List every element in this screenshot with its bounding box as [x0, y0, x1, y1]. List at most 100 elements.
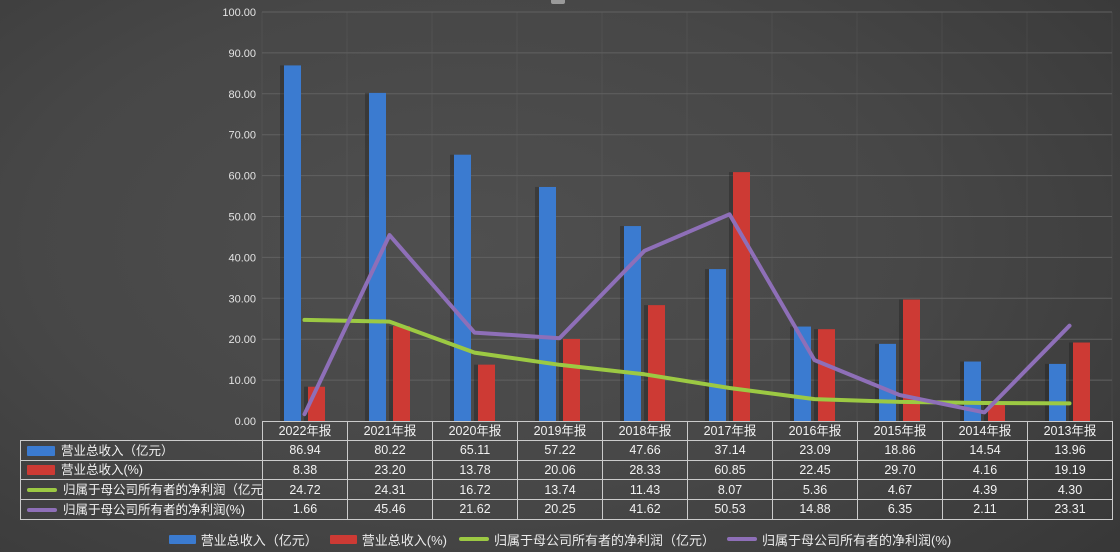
value-cell: 60.85 — [687, 459, 773, 481]
legend-swatch-line-icon — [727, 537, 758, 541]
value-cell: 2.11 — [942, 499, 1028, 520]
legend-item-2[interactable]: 归属于母公司所有者的净利润（亿元） — [459, 530, 715, 549]
value-cell: 20.25 — [517, 499, 603, 520]
data-table: 2022年报 2021年报 2020年报 2019年报 2018年报 2017年报 2016… — [20, 421, 1113, 520]
value-cell: 8.07 — [687, 479, 773, 501]
bar-shadow — [644, 305, 648, 421]
value-cell: 23.09 — [772, 440, 858, 461]
bar-revenue — [539, 186, 556, 421]
series-label-cell: 归属于母公司所有者的净利润（亿元） — [20, 479, 263, 501]
series-name: 营业总收入(%) — [61, 463, 143, 478]
legend-item-0[interactable]: 营业总收入（亿元） — [168, 530, 318, 549]
bar-revenue — [964, 361, 981, 421]
value-cell: 29.70 — [857, 459, 943, 481]
legend-item-3[interactable]: 归属于母公司所有者的净利润(%) — [727, 530, 951, 549]
bar-shadow — [814, 329, 818, 421]
year-header-cell: 2018年报 — [602, 421, 688, 441]
bar-shadow — [790, 326, 794, 421]
series-name: 营业总收入（亿元） — [61, 443, 174, 458]
year-header-cell: 2015年报 — [857, 421, 943, 441]
legend-label: 归属于母公司所有者的净利润(%) — [762, 532, 952, 548]
bar-shadow — [450, 154, 454, 421]
bar-shadow — [474, 364, 478, 421]
year-header-cell: 2021年报 — [347, 421, 433, 441]
bar-revenue-growth — [988, 403, 1005, 421]
bar-shadow — [960, 361, 964, 421]
y-tick-label: 10.00 — [228, 375, 256, 387]
value-cell: 80.22 — [347, 440, 433, 461]
series-name: 归属于母公司所有者的净利润(%) — [63, 502, 245, 517]
chart-legend: 营业总收入（亿元） 营业总收入(%) 归属于母公司所有者的净利润（亿元） 归属于母公司… — [0, 529, 1120, 549]
value-cell: 5.36 — [772, 479, 858, 501]
legend-swatch-bar-icon — [168, 534, 196, 544]
legend-label: 归属于母公司所有者的净利润（亿元） — [494, 532, 716, 548]
bar-revenue — [1049, 363, 1066, 421]
legend-swatch-line-icon — [459, 537, 489, 541]
value-cell: 13.78 — [432, 459, 518, 481]
y-tick-label: 30.00 — [228, 293, 256, 305]
bar-shadow — [899, 299, 903, 421]
value-cell: 13.96 — [1027, 440, 1113, 461]
bar-shadow — [729, 172, 733, 421]
value-cell: 13.74 — [517, 479, 603, 501]
value-cell: 45.46 — [347, 499, 433, 520]
value-cell: 24.72 — [262, 479, 348, 501]
value-cell: 22.45 — [772, 459, 858, 481]
value-cell: 28.33 — [602, 459, 688, 481]
value-cell: 21.62 — [432, 499, 518, 520]
y-tick-label: 60.00 — [228, 171, 256, 183]
y-tick-label: 20.00 — [228, 334, 256, 346]
bar-revenue-growth — [733, 172, 750, 421]
value-cell: 14.88 — [772, 499, 858, 520]
y-tick-label: 40.00 — [228, 252, 256, 264]
bar-revenue-growth — [818, 329, 835, 421]
value-cell: 19.19 — [1027, 459, 1113, 481]
bar-revenue — [454, 154, 471, 421]
y-tick-label: 0.00 — [235, 416, 256, 428]
year-header-cell: 2020年报 — [432, 421, 518, 441]
value-cell: 11.43 — [602, 479, 688, 501]
series-name: 归属于母公司所有者的净利润（亿元） — [63, 483, 263, 498]
year-header-cell: 2014年报 — [942, 421, 1028, 441]
year-header-cell: 2022年报 — [262, 421, 348, 441]
series-label-cell: 营业总收入（亿元） — [20, 440, 263, 461]
value-cell: 4.67 — [857, 479, 943, 501]
value-cell: 24.31 — [347, 479, 433, 501]
bar-revenue — [284, 65, 301, 421]
value-cell: 47.66 — [602, 440, 688, 461]
bar-shadow — [559, 338, 563, 421]
value-cell: 8.38 — [262, 459, 348, 481]
bar-shadow — [535, 186, 539, 421]
y-tick-label: 90.00 — [228, 48, 256, 60]
series-label-cell: 归属于母公司所有者的净利润(%) — [20, 499, 263, 520]
legend-item-1[interactable]: 营业总收入(%) — [329, 530, 447, 549]
bar-revenue-growth — [478, 364, 495, 421]
value-cell: 4.39 — [942, 479, 1028, 501]
bar-shadow — [1045, 363, 1049, 421]
value-cell: 23.31 — [1027, 499, 1113, 520]
bar-revenue-growth — [563, 338, 580, 421]
bar-revenue-growth — [648, 305, 665, 421]
series-swatch-line — [27, 488, 57, 493]
value-cell: 16.72 — [432, 479, 518, 501]
bar-revenue-growth — [393, 326, 410, 421]
value-cell: 4.16 — [942, 459, 1028, 481]
value-cell: 86.94 — [262, 440, 348, 461]
bar-shadow — [389, 326, 393, 421]
bar-shadow — [365, 92, 369, 421]
bar-revenue-growth — [903, 299, 920, 421]
bar-shadow — [620, 226, 624, 421]
value-cell: 1.66 — [262, 499, 348, 520]
year-header-cell: 2013年报 — [1027, 421, 1113, 441]
value-cell: 20.06 — [517, 459, 603, 481]
legend-label: 营业总收入(%) — [361, 532, 447, 548]
table-row: 营业总收入（亿元） 86.94 80.22 65.11 57.22 47.66 37.14 2… — [20, 440, 1113, 461]
value-cell: 4.30 — [1027, 479, 1113, 501]
value-cell: 14.54 — [942, 440, 1028, 461]
blank-corner-cell — [21, 422, 263, 441]
bar-shadow — [1069, 342, 1073, 421]
value-cell: 18.86 — [857, 440, 943, 461]
bar-shadow — [280, 65, 284, 421]
value-cell: 41.62 — [602, 499, 688, 520]
legend-swatch-bar-icon — [329, 534, 357, 544]
